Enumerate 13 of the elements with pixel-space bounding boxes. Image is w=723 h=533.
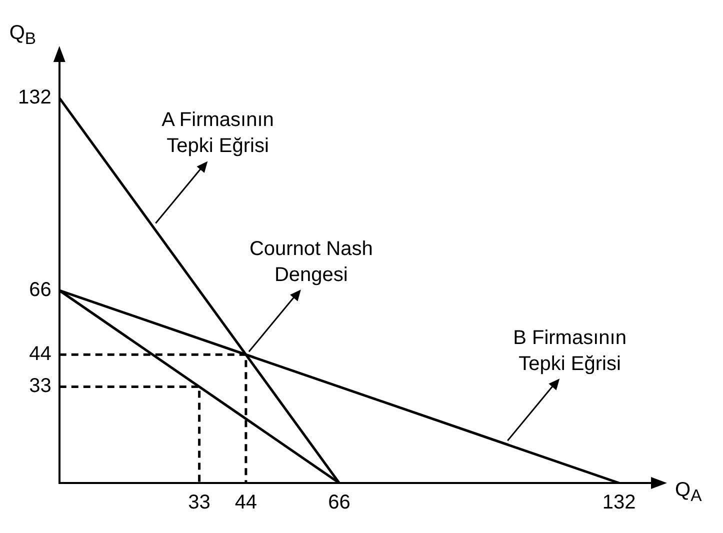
y-axis-title: Q$_{B}$ [9,22,36,49]
x-tick-label: 33 [188,492,210,514]
x-tick-label: 44 [234,492,258,514]
y-tick-label: 33 [29,375,52,398]
x-tick-label: 66 [328,492,350,514]
annotation: B Firmasının Tepki Eğrisi [513,326,626,377]
x-tick-label: 132 [602,492,636,514]
y-tick-label: 66 [29,278,52,301]
annotation: Cournot Nash Dengesi [249,236,373,288]
y-tick-label: 132 [18,86,52,108]
x-axis-title: Q$_{A}$ [675,479,702,506]
y-tick-label: 44 [29,343,52,366]
annotation: A Firmasının Tepki Eğrisi [162,108,274,160]
